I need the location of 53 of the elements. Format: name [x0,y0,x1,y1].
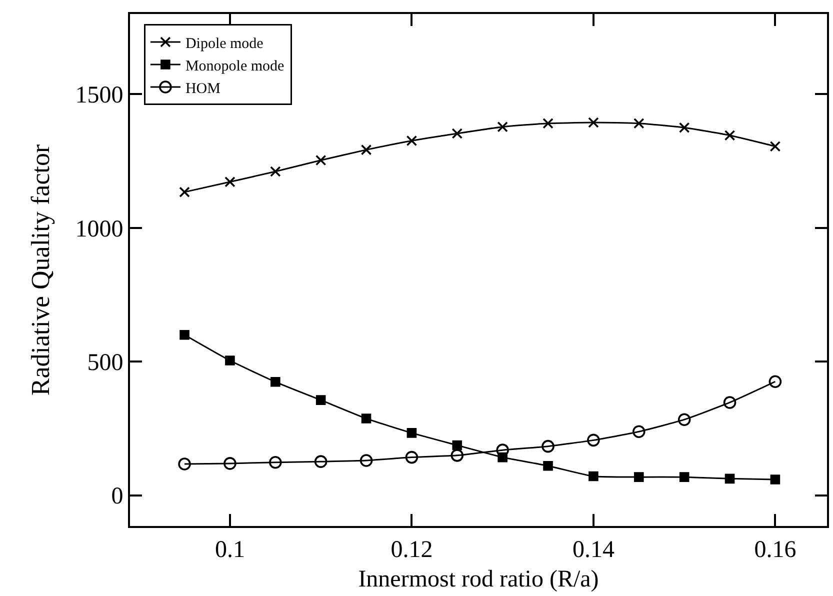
point [224,457,236,470]
point [632,425,646,438]
point [768,375,782,388]
point [406,428,417,438]
point [633,118,644,129]
point [542,118,554,129]
point [315,154,326,166]
point [405,450,418,464]
point [542,440,554,453]
point [406,135,418,146]
y-tick-label: 0 [111,484,124,510]
point [679,472,690,482]
y-tick-label: 500 [87,350,124,376]
point [588,117,599,128]
point [587,434,600,447]
point [361,414,372,424]
legend-label: HOM [185,80,220,97]
point [316,395,326,405]
x-tick-label: 0.16 [754,536,796,563]
point [360,454,373,467]
point [770,474,780,484]
legend-label: Dipole mode [185,36,264,52]
point [497,121,508,132]
point [452,440,462,450]
y-tick-label: 1500 [75,82,124,109]
x-tick-label: 0.14 [572,536,614,563]
x-tick-label: 0.12 [390,536,433,563]
point [450,449,464,462]
legend-label: Monopole mode [185,58,285,74]
point [224,176,236,188]
y-axis-title: Radiative Quality factor [26,144,56,396]
point [269,456,282,469]
point [543,460,553,471]
point [723,396,736,409]
point [634,472,644,482]
point [314,455,328,468]
x-tick-label: 0.1 [214,536,245,563]
point [770,140,781,152]
x-axis-title: Innermost rod ratio (R/a) [358,566,599,593]
point [588,471,598,482]
point [180,330,190,340]
point [724,130,736,141]
point [678,413,691,426]
y-tick-label: 1000 [75,216,124,242]
point [178,458,191,470]
point [452,128,463,139]
point [270,376,280,387]
point [724,474,735,484]
point [678,122,690,134]
point [270,166,281,177]
point [225,356,235,366]
point [360,144,372,156]
point [179,186,190,198]
